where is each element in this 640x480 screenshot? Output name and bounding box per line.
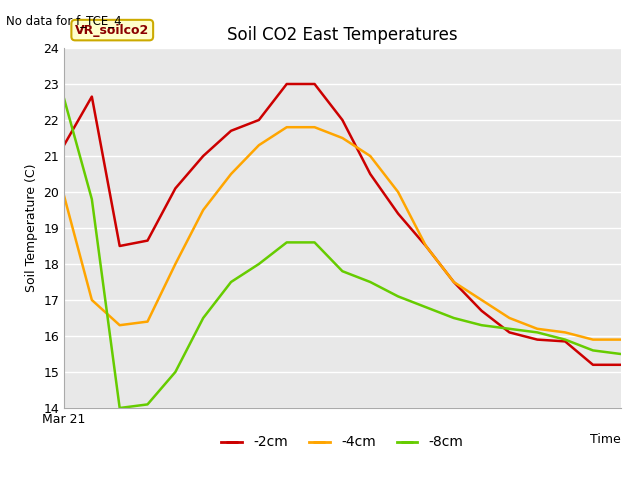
- Line: -2cm: -2cm: [64, 84, 621, 365]
- -2cm: [617, 362, 625, 368]
- -8cm: [617, 351, 625, 357]
- -4cm: [394, 189, 402, 195]
- -8cm: [450, 315, 458, 321]
- -4cm: [339, 135, 346, 141]
- -4cm: [506, 315, 513, 321]
- -4cm: [88, 297, 96, 303]
- -2cm: [366, 171, 374, 177]
- -8cm: [116, 405, 124, 411]
- -4cm: [477, 297, 486, 303]
- -2cm: [143, 238, 151, 243]
- -8cm: [227, 279, 235, 285]
- -2cm: [506, 330, 513, 336]
- -2cm: [255, 117, 263, 123]
- -8cm: [200, 315, 207, 321]
- -2cm: [534, 337, 541, 343]
- -8cm: [60, 96, 68, 101]
- -2cm: [589, 362, 597, 368]
- Legend: -2cm, -4cm, -8cm: -2cm, -4cm, -8cm: [216, 430, 469, 455]
- Line: -4cm: -4cm: [64, 127, 621, 340]
- -8cm: [311, 240, 319, 245]
- -8cm: [339, 268, 346, 274]
- -8cm: [366, 279, 374, 285]
- -2cm: [283, 81, 291, 87]
- -4cm: [534, 326, 541, 332]
- -8cm: [88, 196, 96, 202]
- -8cm: [172, 369, 179, 375]
- -8cm: [477, 323, 486, 328]
- -2cm: [88, 94, 96, 99]
- Title: Soil CO2 East Temperatures: Soil CO2 East Temperatures: [227, 25, 458, 44]
- -8cm: [394, 294, 402, 300]
- -2cm: [60, 142, 68, 148]
- Text: No data for f_TCE_4: No data for f_TCE_4: [6, 14, 122, 27]
- -2cm: [394, 211, 402, 216]
- -2cm: [422, 243, 430, 249]
- -2cm: [477, 308, 486, 314]
- -2cm: [172, 186, 179, 192]
- -2cm: [561, 338, 569, 344]
- -4cm: [561, 330, 569, 336]
- -4cm: [311, 124, 319, 130]
- -8cm: [143, 402, 151, 408]
- -2cm: [339, 117, 346, 123]
- -4cm: [283, 124, 291, 130]
- -4cm: [227, 171, 235, 177]
- -8cm: [255, 261, 263, 267]
- -8cm: [506, 326, 513, 332]
- -4cm: [589, 337, 597, 343]
- -4cm: [143, 319, 151, 324]
- -8cm: [534, 330, 541, 336]
- -4cm: [172, 261, 179, 267]
- -2cm: [200, 153, 207, 159]
- -8cm: [561, 337, 569, 343]
- -4cm: [422, 243, 430, 249]
- Y-axis label: Soil Temperature (C): Soil Temperature (C): [25, 164, 38, 292]
- -4cm: [116, 323, 124, 328]
- -2cm: [116, 243, 124, 249]
- -8cm: [283, 240, 291, 245]
- -4cm: [450, 279, 458, 285]
- -4cm: [255, 142, 263, 148]
- Line: -8cm: -8cm: [64, 98, 621, 408]
- -2cm: [311, 81, 319, 87]
- -4cm: [617, 337, 625, 343]
- Text: Time: Time: [590, 433, 621, 446]
- -2cm: [450, 279, 458, 285]
- -8cm: [422, 304, 430, 310]
- -4cm: [200, 207, 207, 213]
- Text: VR_soilco2: VR_soilco2: [75, 24, 149, 36]
- -2cm: [227, 128, 235, 134]
- -4cm: [60, 193, 68, 199]
- -8cm: [589, 348, 597, 353]
- -4cm: [366, 153, 374, 159]
